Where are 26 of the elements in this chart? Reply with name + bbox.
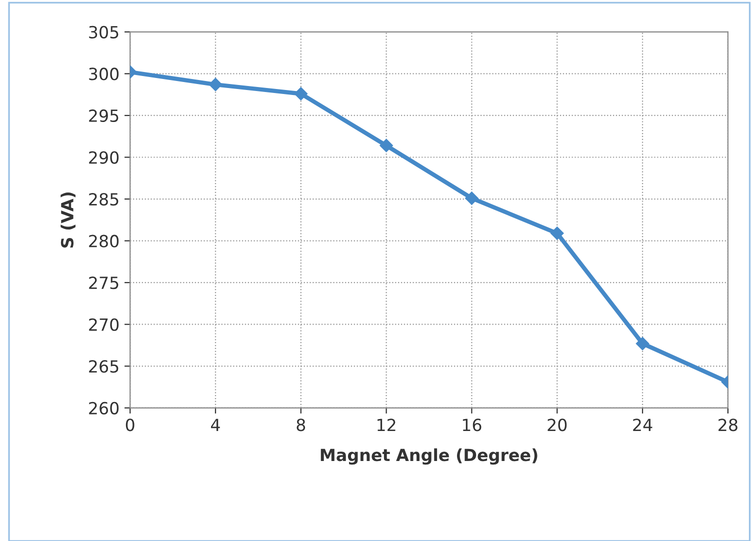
- y-tick-label: 265: [89, 360, 118, 373]
- y-tick-label: 280: [89, 234, 119, 248]
- y-tick-label: 300: [89, 68, 119, 80]
- y-tick-label: 305: [89, 26, 118, 38]
- x-tick-label: 0: [126, 418, 134, 432]
- x-tick-label: 8: [296, 418, 306, 432]
- x-tick-label: 12: [378, 418, 396, 431]
- point: [294, 87, 308, 100]
- x-axis-title: Magnet Angle (Degree): [320, 448, 538, 465]
- y-tick-label: 290: [89, 151, 119, 164]
- y-axis-title: S (VA): [60, 192, 76, 248]
- point: [208, 78, 222, 92]
- point: [550, 226, 564, 240]
- x-tick-label: 20: [548, 418, 567, 432]
- y-tick-label: 275: [89, 276, 118, 290]
- point: [465, 192, 478, 205]
- x-tick-label: 4: [211, 418, 220, 431]
- x-tick-label: 28: [718, 418, 738, 432]
- x-tick-label: 16: [462, 418, 482, 432]
- point: [636, 336, 650, 350]
- point: [380, 138, 393, 152]
- y-tick-label: 285: [89, 192, 118, 206]
- y-tick-label: 295: [89, 109, 118, 122]
- x-tick-label: 24: [633, 418, 652, 431]
- y-tick-label: 270: [89, 318, 119, 331]
- y-tick-label: 260: [89, 402, 119, 414]
